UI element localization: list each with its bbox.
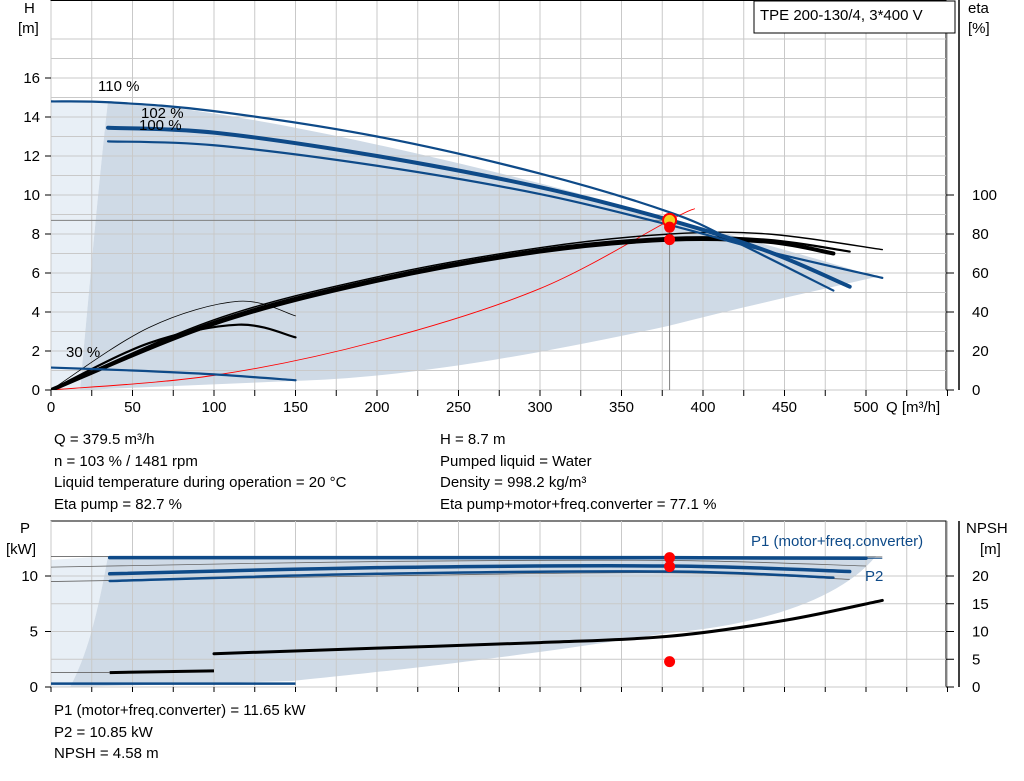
y-tick-label-npsh: 20 <box>972 568 989 585</box>
y-tick-label-head: 10 <box>23 187 40 204</box>
p1-marker <box>664 552 676 564</box>
y-axis-unit-eta: [%] <box>968 20 990 37</box>
p1-curve <box>107 555 868 560</box>
info-pumped-liquid: Pumped liquid = Water <box>440 452 592 470</box>
y-tick-label-eta: 60 <box>972 265 989 282</box>
x-tick-label: 0 <box>47 399 55 416</box>
curve-label-102: 102 % <box>141 105 184 122</box>
curve-label-110: 110 % <box>98 78 139 95</box>
y-tick-label-eta: 100 <box>972 187 997 204</box>
y-tick-label-head: 6 <box>32 265 40 282</box>
y-axis-label-power: P <box>20 520 30 537</box>
x-tick-label: 500 <box>853 399 878 416</box>
info-p2: P2 = 10.85 kW <box>54 723 153 741</box>
npsh-curve <box>212 598 884 656</box>
y-tick-label-eta: 0 <box>972 382 980 399</box>
y-axis-unit-head: [m] <box>18 20 39 37</box>
y-tick-label-power: 5 <box>30 624 38 641</box>
head-curve <box>106 140 884 279</box>
eta-pump-marker <box>664 221 676 233</box>
y-tick-label-head: 8 <box>32 226 40 243</box>
y-tick-label-power: 0 <box>30 679 38 696</box>
y-tick-label-npsh: 0 <box>972 679 980 696</box>
info-liquid-temp: Liquid temperature during operation = 20… <box>54 474 347 491</box>
npsh-curve-start <box>109 669 215 675</box>
y-tick-label-head: 16 <box>23 70 40 87</box>
curve-label-30: 30 % <box>66 344 100 361</box>
p2-reference-curve <box>51 559 867 568</box>
y-tick-label-head: 0 <box>32 382 40 399</box>
info-npsh: NPSH = 4.58 m <box>54 745 159 762</box>
x-tick-label: 150 <box>283 399 308 416</box>
x-tick-label: 250 <box>446 399 471 416</box>
curve-label-100: 100 % <box>139 117 182 134</box>
operating-envelope <box>80 101 876 390</box>
y-axis-label-eta: eta <box>968 0 990 17</box>
x-tick-label: 200 <box>364 399 389 416</box>
series-label-p2: P2 <box>865 568 883 585</box>
x-tick-label: 450 <box>772 399 797 416</box>
y-axis-label-head: H <box>24 0 35 17</box>
y-tick-label-npsh: 10 <box>972 624 989 641</box>
y-tick-label-head: 12 <box>23 148 40 165</box>
info-eta-pump: Eta pump = 82.7 % <box>54 495 182 513</box>
head-curve <box>51 366 297 382</box>
chart-title: TPE 200-130/4, 3*400 V <box>760 7 923 24</box>
power-info: P1 (motor+freq.converter) = 11.65 kW P2 … <box>54 700 306 765</box>
y-tick-label-power: 10 <box>21 568 38 585</box>
x-tick-label: 100 <box>201 399 226 416</box>
x-tick-label: 300 <box>527 399 552 416</box>
info-speed: n = 103 % / 1481 rpm <box>54 452 198 470</box>
eta-curve <box>51 323 297 390</box>
chart-title-box <box>753 0 956 34</box>
y-tick-label-head: 4 <box>32 304 40 321</box>
y-axis-unit-power: [kW] <box>6 541 36 558</box>
y-tick-label-eta: 80 <box>972 226 989 243</box>
p2-marker <box>664 561 676 573</box>
operating-info-right: H = 8.7 m Pumped liquid = Water Density … <box>440 429 716 515</box>
y-tick-label-npsh: 5 <box>972 651 980 668</box>
y-tick-label-eta: 40 <box>972 304 989 321</box>
eta-curve <box>51 300 296 390</box>
power-envelope <box>70 556 876 687</box>
operating-envelope-light <box>51 101 108 390</box>
y-axis-unit-npsh: [m] <box>980 541 1001 558</box>
y-tick-label-npsh: 15 <box>972 596 989 613</box>
p2-curve <box>108 570 835 583</box>
y-axis-label-npsh: NPSH <box>966 520 1008 537</box>
info-head: H = 8.7 m <box>440 431 506 448</box>
y-tick-label-head: 14 <box>23 109 40 126</box>
eta-total-marker <box>664 234 676 246</box>
x-tick-label: 350 <box>609 399 634 416</box>
power-envelope-light <box>51 556 108 687</box>
x-axis-label: Q [m³/h] <box>886 399 940 416</box>
y-tick-label-head: 2 <box>32 343 40 360</box>
p2-curve <box>107 564 852 576</box>
x-tick-label: 50 <box>124 399 141 416</box>
x-tick-label: 400 <box>690 399 715 416</box>
info-eta-total: Eta pump+motor+freq.converter = 77.1 % <box>440 495 717 513</box>
y-tick-label-eta: 20 <box>972 343 989 360</box>
operating-info-left: Q = 379.5 m³/h n = 103 % / 1481 rpm Liqu… <box>54 429 346 515</box>
info-p1: P1 (motor+freq.converter) = 11.65 kW <box>54 702 306 719</box>
info-flow: Q = 379.5 m³/h <box>54 431 155 448</box>
eta-curve <box>51 231 883 390</box>
info-density: Density = 998.2 kg/m³ <box>440 474 587 491</box>
series-label-p1: P1 (motor+freq.converter) <box>751 533 923 550</box>
npsh-marker <box>664 656 676 668</box>
